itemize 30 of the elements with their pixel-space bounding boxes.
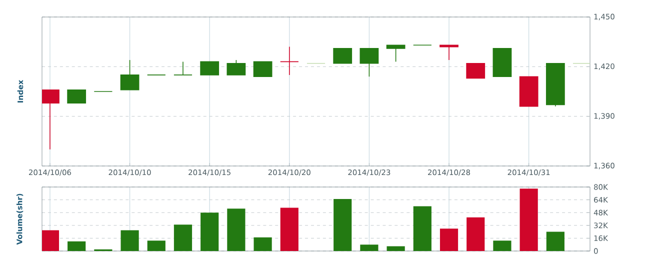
bar (413, 206, 432, 252)
candlestick (280, 46, 299, 76)
bar (174, 224, 192, 252)
bar (440, 228, 458, 252)
candlestick (440, 44, 458, 60)
bar (227, 208, 246, 252)
bar (147, 240, 166, 252)
candlestick (120, 60, 140, 90)
bar (520, 188, 538, 252)
bar (466, 217, 485, 252)
candlestick (226, 60, 246, 76)
candlestick (466, 62, 486, 79)
candlestick (360, 48, 379, 77)
candlestick (386, 44, 406, 62)
bar (546, 232, 564, 252)
bar (200, 212, 219, 252)
bar (334, 199, 352, 252)
bar (493, 240, 512, 252)
candlestick (200, 61, 220, 76)
candlestick (253, 61, 272, 77)
bar (386, 246, 405, 252)
bar (280, 208, 298, 252)
bar (120, 230, 139, 252)
candlestick (67, 89, 86, 104)
bar (68, 241, 86, 252)
bar (42, 230, 60, 252)
candlestick (174, 61, 192, 76)
candlestick (333, 48, 352, 64)
bar (360, 244, 378, 252)
bar (254, 237, 272, 252)
